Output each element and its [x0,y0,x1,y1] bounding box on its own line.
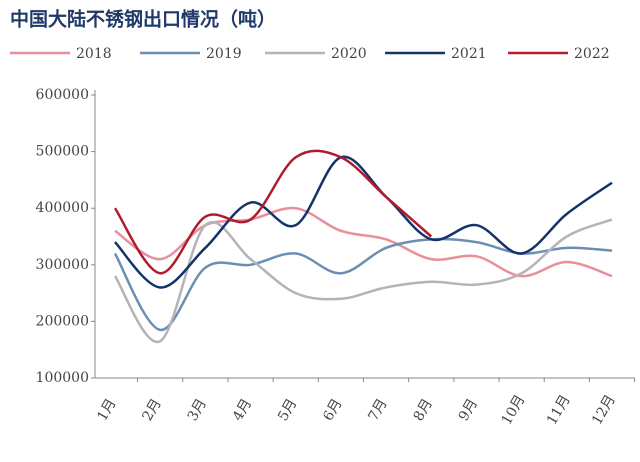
x-tick-label: 11月 [544,392,574,428]
line-series [113,149,433,275]
y-tick-label: 400000 [36,200,89,216]
line-series [113,237,613,332]
y-tick-label: 600000 [36,87,89,103]
line-series [113,218,613,343]
legend-label: 2019 [206,46,242,62]
x-tick-label: 4月 [230,396,255,424]
line-series [114,155,613,289]
legend-label: 2018 [76,46,112,62]
legend-label: 2022 [574,46,610,62]
x-tick-label: 2月 [140,396,165,424]
x-tick-label: 5月 [275,396,300,424]
legend-label: 2021 [451,46,487,62]
legend-label: 2020 [331,46,367,62]
x-tick-label: 3月 [185,396,210,424]
chart-title: 中国大陆不锈钢出口情况（吨） [10,8,276,31]
y-tick-label: 300000 [36,257,89,273]
x-tick-label: 6月 [320,396,345,424]
x-tick-label: 9月 [456,396,481,424]
y-tick-label: 100000 [36,370,89,386]
line-series [114,206,613,278]
x-tick-label: 10月 [499,392,529,428]
y-tick-label: 200000 [36,313,89,329]
x-tick-label: 1月 [94,396,119,424]
x-tick-label: 7月 [365,396,390,424]
x-tick-label: 12月 [589,392,619,428]
x-tick-label: 8月 [411,396,436,424]
y-tick-label: 500000 [36,144,89,160]
